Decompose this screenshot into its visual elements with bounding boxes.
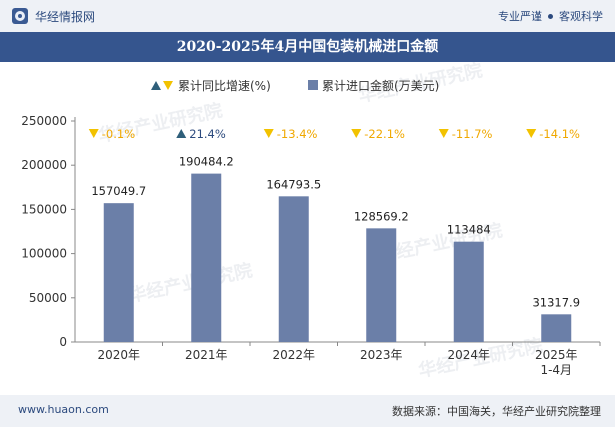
y-tick-label: 150000 [21,202,67,216]
chart-title: 2020-2025年4月中国包装机械进口金额 [176,39,439,55]
x-tick-label: 2020年 [97,348,140,362]
bars [103,173,572,342]
bar [191,173,222,342]
footer-site: www.huaon.com [18,403,109,416]
growth-value-label: -0.1% [102,127,135,141]
growth-value-label: -14.1% [539,127,580,141]
footer: www.huaon.com 数据来源：中国海关，华经产业研究院整理 [0,395,615,427]
legend-amount-swatch [308,80,318,90]
growth-down-icon [351,129,362,138]
legend-growth-label: 累计同比增速(%) [178,79,271,93]
legend-amount-label: 累计进口金额(万美元) [322,78,439,93]
data-labels: 157049.7 190484.2 164793.5 128569.2 113484 31… [91,155,580,310]
x-tick-label: 2025年 1-4月 [535,348,578,377]
y-tick-label: 0 [59,335,67,349]
bar-value-label: 113484 [447,223,491,237]
x-tick-label: 2021年 [185,348,228,362]
slogan-dot-icon [548,13,553,19]
growth-down-icon [438,129,449,138]
slogan-right: 客观科学 [559,10,603,23]
bar [453,241,484,342]
y-tick-label: 250000 [21,114,67,128]
watermark-text: 华经产业研究院 [126,259,254,307]
y-tick-label: 100000 [21,247,67,261]
top-bar: 华经情报网 专业严谨 客观科学 [0,0,615,32]
growth-down-icon [88,129,99,138]
bar-value-label: 157049.7 [91,184,146,198]
x-tick-label: 2024年 [447,348,490,362]
growth-value-label: 21.4% [189,127,226,141]
bar-value-label: 164793.5 [266,177,321,191]
growth-down-icon [526,129,537,138]
brand-logo: 华经情报网 [12,7,95,25]
x-tick-label: 2023年 [360,348,403,362]
bar-value-label: 128569.2 [354,209,409,223]
slogan-left: 专业严谨 [498,10,542,23]
y-tick-label: 50000 [29,291,67,305]
bar-value-label: 31317.9 [532,295,580,309]
growth-value-label: -11.7% [452,127,493,141]
title-bar: 2020-2025年4月中国包装机械进口金额 [0,32,615,62]
brand-name: 华经情报网 [35,9,96,24]
footer-source: 数据来源：中国海关，华经产业研究院整理 [392,405,601,418]
legend-up-triangle-icon [151,81,161,90]
growth-labels: -0.1% 21.4% -13.4% -22.1% -11.7% -14.1% [88,127,580,141]
bar [366,228,397,342]
x-tick-label: 2022年 [272,348,315,362]
bar [103,203,134,342]
legend: 累计同比增速(%) 累计进口金额(万美元) [151,78,439,93]
bar-value-label: 190484.2 [179,155,234,169]
brand-logo-icon [12,8,28,24]
growth-value-label: -22.1% [364,127,405,141]
growth-down-icon [263,129,274,138]
slogan: 专业严谨 客观科学 [498,8,603,24]
y-tick-label: 200000 [21,158,67,172]
growth-up-icon [176,129,187,138]
axes: 0 50000 100000 150000 200000 250000 2020年 2021年… [21,114,601,377]
bar [278,196,309,342]
bar [541,314,572,342]
growth-value-label: -13.4% [277,127,318,141]
legend-down-triangle-icon [163,81,173,90]
